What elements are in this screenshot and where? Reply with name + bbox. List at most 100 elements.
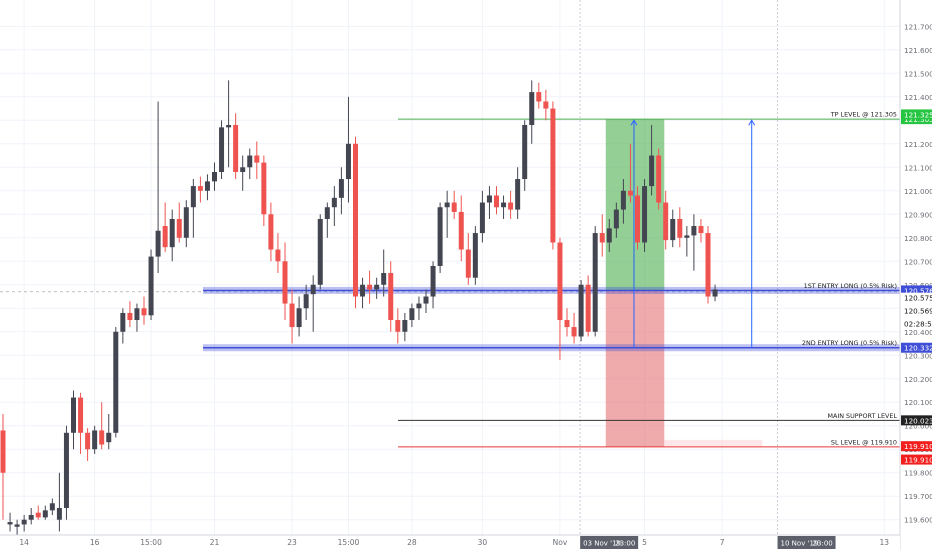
candle-body — [338, 179, 344, 198]
price-tag-label: 121.325 — [904, 110, 932, 119]
level-label-support: MAIN SUPPORT LEVEL — [827, 412, 897, 420]
candle-body — [71, 397, 76, 433]
price-tag — [901, 454, 932, 465]
price-tag — [901, 285, 932, 296]
candle-body — [606, 228, 612, 243]
y-tick-label: 120.300 — [904, 351, 932, 360]
candle-body — [529, 92, 535, 125]
y-tick-label: 120.700 — [904, 257, 932, 266]
candle-body — [712, 289, 718, 297]
candle-body — [670, 218, 676, 241]
candle-body — [176, 218, 182, 238]
candle-body — [508, 202, 514, 210]
candle-body — [430, 265, 436, 297]
candle-body — [226, 124, 232, 128]
candle-body — [677, 218, 683, 238]
y-tick-label: 120.100 — [904, 398, 932, 407]
candle-body — [691, 226, 697, 236]
candle-body — [134, 308, 140, 321]
candle-body — [49, 503, 55, 511]
price-tag — [901, 305, 932, 316]
price-axis-background — [900, 0, 932, 550]
candle-body — [268, 214, 274, 250]
candle-body — [120, 312, 126, 332]
candle-body — [649, 155, 655, 187]
candle-body — [324, 207, 330, 219]
y-tick-label: 119.700 — [904, 492, 932, 501]
candle-body — [63, 432, 69, 508]
candle-body — [141, 308, 147, 316]
x-tick-label: Nov — [553, 538, 568, 547]
candle-body — [21, 519, 27, 525]
candle-body — [56, 507, 62, 520]
candle-body — [310, 284, 316, 295]
price-tag-label: 119.910 — [904, 442, 932, 451]
candle-body — [564, 320, 570, 328]
price-tag-label: 120.575 — [904, 294, 932, 303]
candle-body — [353, 143, 358, 297]
level-label-tp: TP LEVEL @ 121.305 — [830, 111, 897, 119]
price-tag — [901, 292, 932, 303]
candle-body — [345, 143, 351, 180]
price-tag — [901, 441, 932, 452]
candle-body — [261, 162, 267, 215]
candle-body — [642, 186, 648, 243]
candle-body — [592, 233, 598, 332]
candle-body — [317, 218, 323, 285]
x-tick-label: 15:00 — [140, 538, 162, 547]
loss-zone — [605, 290, 665, 447]
candle-body — [360, 284, 366, 297]
candle-body — [613, 209, 619, 229]
y-tick-label: 120.400 — [904, 328, 932, 337]
position-zones — [605, 119, 763, 447]
target-arrow-head — [630, 119, 638, 126]
candle-body — [458, 211, 464, 250]
price-tag-label: 119.910 — [904, 456, 932, 465]
candle-body — [571, 327, 577, 337]
candle-body — [282, 261, 288, 304]
candle-body — [515, 179, 521, 210]
candle-body — [620, 190, 626, 210]
candle-body — [501, 202, 507, 208]
x-tick-label: 28 — [407, 538, 417, 547]
level-lines — [203, 118, 900, 448]
candle-body — [78, 397, 84, 433]
candle-body — [395, 320, 401, 332]
candle-body — [148, 256, 154, 316]
y-tick-label: 119.800 — [904, 469, 932, 478]
candle-body — [543, 101, 549, 109]
candle-body — [42, 510, 48, 518]
candle-body — [451, 202, 457, 212]
candle-body — [113, 331, 119, 433]
candle-body — [705, 233, 711, 297]
candle-body — [599, 233, 605, 243]
candle-body — [472, 233, 478, 278]
candle-body — [190, 186, 196, 208]
price-tag-label: 120.569 — [904, 307, 932, 316]
candle-body — [381, 273, 387, 285]
candle-body — [197, 186, 203, 191]
x-tick-label: 7 — [720, 538, 725, 547]
candle-body — [557, 242, 563, 321]
y-tick-label: 120.800 — [904, 234, 932, 243]
candle-body — [247, 155, 253, 168]
time-axis-background — [0, 535, 900, 550]
candle-body — [204, 181, 210, 191]
candle-body — [331, 197, 337, 208]
candle-body — [275, 249, 281, 262]
x-tick-label: 30 — [478, 538, 488, 547]
candle-body — [240, 167, 246, 172]
date-tag — [777, 536, 836, 549]
candle-body — [106, 432, 112, 443]
candle-body — [635, 195, 640, 243]
y-tick-label: 121.700 — [904, 22, 932, 31]
y-tick-label: 120.600 — [904, 281, 932, 290]
x-tick-label: 21 — [210, 538, 220, 547]
candle-body — [367, 284, 373, 290]
date-tag-time: 23:00 — [615, 540, 635, 548]
price-tag-label: 02:28:59 — [904, 320, 932, 329]
y-tick-label: 120.200 — [904, 375, 932, 384]
level-label-entry1: 1ST ENTRY LONG (0.5% Risk) — [804, 282, 897, 290]
